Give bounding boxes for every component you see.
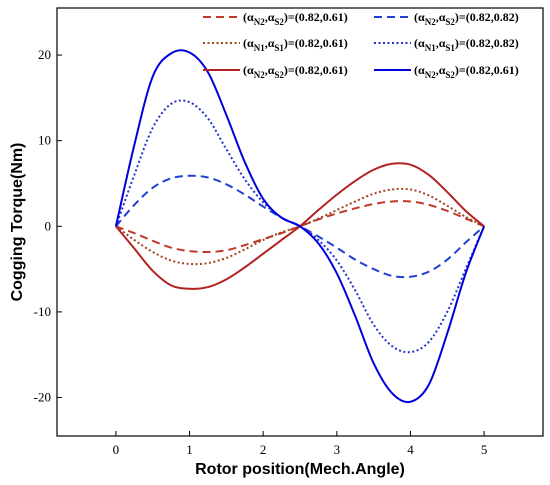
- plot-frame: [56, 7, 544, 437]
- x-tick-label: 4: [407, 442, 414, 457]
- series-layer: [114, 49, 486, 404]
- y-tick-label: 10: [38, 133, 51, 148]
- series-line-3: [115, 187, 485, 266]
- series-line-1: [115, 200, 485, 253]
- legend-label-2: (αN2,αS2)=(0.82,0.82): [414, 10, 519, 27]
- y-axis-ticks: -20 -10 0 10 20: [34, 47, 62, 404]
- legend-label-4: (αN1,αS1)=(0.82,0.82): [414, 36, 519, 53]
- x-tick-label: 2: [260, 442, 267, 457]
- legend: (αN2,αS2)=(0.82,0.61) (αN2,αS2)=(0.82,0.8…: [203, 10, 519, 80]
- legend-label-6: (αN2,αS2)=(0.82,0.61): [414, 63, 519, 80]
- x-tick-label: 1: [186, 442, 193, 457]
- x-tick-label: 5: [481, 442, 488, 457]
- series-line-6: [114, 49, 486, 404]
- x-axis-ticks: 0 1 2 3 4 5: [113, 431, 488, 457]
- y-tick-label: 0: [45, 218, 52, 233]
- y-tick-label: 20: [38, 47, 51, 62]
- legend-label-3: (αN1,αS1)=(0.82,0.61): [243, 36, 348, 53]
- x-tick-label: 0: [113, 442, 120, 457]
- x-axis-label: Rotor position(Mech.Angle): [195, 461, 405, 478]
- y-tick-label: -10: [34, 304, 51, 319]
- y-axis-label: Cogging Torque(Nm): [9, 143, 26, 302]
- y-tick-label: -20: [34, 389, 51, 404]
- x-tick-label: 3: [334, 442, 341, 457]
- legend-label-1: (αN2,αS2)=(0.82,0.61): [243, 10, 348, 27]
- legend-label-5: (αN2,αS2)=(0.82,0.61): [243, 63, 348, 80]
